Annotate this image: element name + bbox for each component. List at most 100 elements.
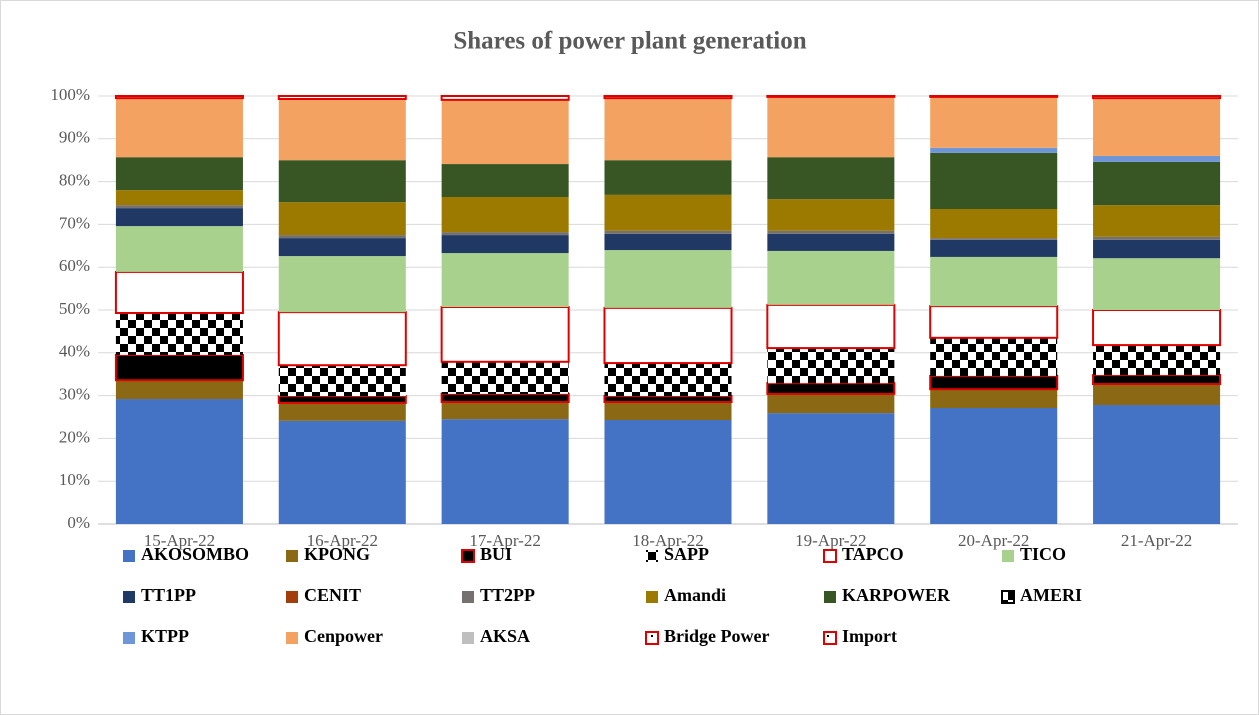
bar-segment [440, 95, 570, 101]
bar-segment [1093, 161, 1221, 206]
bar-segment [441, 402, 569, 420]
bar-segment [1093, 239, 1221, 259]
bar-segment [1093, 405, 1221, 524]
y-tick-label: 0% [67, 513, 90, 532]
bar-segment [441, 99, 569, 165]
legend-label: CENIT [304, 585, 361, 605]
legend-label: Bridge Power [664, 626, 769, 646]
bar-segment [767, 96, 895, 158]
bar-segment [278, 160, 406, 203]
y-tick-label: 30% [59, 385, 90, 404]
bar-segment [1093, 236, 1221, 240]
y-tick-label: 50% [59, 299, 90, 318]
bar-segment [767, 233, 895, 251]
bar-segment [1092, 95, 1222, 100]
bar-segment [440, 392, 570, 404]
bar-segment [767, 413, 895, 524]
bar-segment [603, 395, 733, 404]
bar-segment [278, 202, 406, 236]
bar-segment [115, 312, 243, 355]
legend-swatch [461, 549, 475, 563]
y-tick-label: 70% [59, 213, 90, 232]
legend-label: AKOSOMBO [141, 544, 249, 564]
bar-segment [115, 98, 243, 158]
y-tick-label: 20% [59, 427, 90, 446]
bar-segment [441, 361, 569, 394]
bar-segment [929, 95, 1059, 98]
bar-segment [441, 197, 569, 233]
bar-segment [930, 96, 1058, 148]
bar-segment [277, 95, 407, 100]
bar-segment [115, 226, 243, 272]
legend-label: Amandi [664, 585, 726, 605]
legend-label: BUI [480, 544, 512, 564]
bar-segment [767, 157, 895, 200]
bar-segment [278, 402, 406, 421]
bar-segment [767, 230, 895, 234]
bar-segment [930, 147, 1058, 153]
bar-segment [767, 250, 895, 305]
bar-segment [278, 365, 406, 397]
y-tick-label: 80% [59, 171, 90, 190]
bar-segment [767, 348, 895, 384]
bar-segment [114, 353, 244, 382]
bar-segment [441, 419, 569, 524]
legend-label: TICO [1020, 544, 1066, 564]
bar-segment [278, 256, 406, 313]
x-tick-label: 16-Apr-22 [307, 531, 378, 550]
bar-segment [929, 305, 1059, 339]
bar-segment [604, 233, 732, 251]
legend-swatch [1001, 590, 1015, 604]
x-tick-label: 18-Apr-22 [632, 531, 703, 550]
legend-swatch [286, 591, 298, 603]
bar-segment [766, 95, 896, 98]
bar-segment [278, 98, 406, 161]
bar-segment [766, 303, 896, 350]
bar-segment [441, 232, 569, 236]
x-tick-label: 20-Apr-22 [958, 531, 1029, 550]
legend-swatch [1002, 550, 1014, 562]
legend-swatch [462, 591, 474, 603]
bar-segment [115, 380, 243, 400]
bar-segment [930, 208, 1058, 239]
bar-segment [604, 402, 732, 420]
legend-swatch [286, 632, 298, 644]
bar-segment [767, 393, 895, 414]
legend-swatch [123, 632, 135, 644]
bar-segment [277, 395, 407, 404]
x-tick-label: 19-Apr-22 [795, 531, 866, 550]
bar-segment [1092, 374, 1222, 386]
bar-segment [114, 95, 244, 100]
legend-label: Import [842, 626, 897, 646]
legend-label: KARPOWER [842, 585, 951, 605]
legend-label: KTPP [141, 626, 189, 646]
bar-segment [604, 419, 732, 524]
bar-segment [604, 160, 732, 195]
legend-swatch [823, 549, 837, 563]
x-tick-label: 17-Apr-22 [469, 531, 540, 550]
bar-segment [604, 250, 732, 308]
bar-segment [115, 399, 243, 524]
legend-label: TT2PP [480, 585, 535, 605]
bar-segment [115, 208, 243, 227]
y-tick-label: 10% [59, 470, 90, 489]
legend-label: TAPCO [842, 544, 904, 564]
legend-swatch [645, 631, 659, 645]
bar-segment [604, 194, 732, 231]
y-tick-label: 40% [59, 342, 90, 361]
legend-swatch [646, 550, 658, 562]
chart-title: Shares of power plant generation [453, 28, 806, 55]
bar-segment [114, 270, 244, 314]
bar-segment [278, 235, 406, 239]
bar-segment [930, 238, 1058, 240]
bar-segment [1093, 155, 1221, 162]
bar-segment [277, 311, 407, 367]
bar-segment [930, 152, 1058, 209]
legend-label: AKSA [480, 626, 530, 646]
bar-segment [930, 408, 1058, 524]
bar-segment [115, 205, 243, 209]
legend-swatch [123, 550, 135, 562]
legend-swatch [123, 591, 135, 603]
bar-segment [1093, 258, 1221, 310]
